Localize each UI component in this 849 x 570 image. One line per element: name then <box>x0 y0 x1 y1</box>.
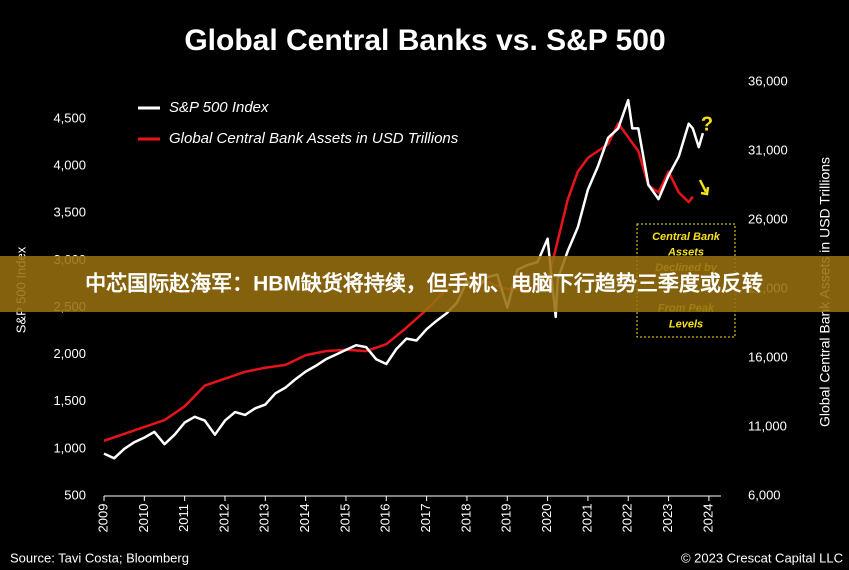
legend-label: Global Central Bank Assets in USD Trilli… <box>169 130 459 147</box>
overlay-banner: 中芯国际赵海军：HBM缺货将持续，但手机、电脑下行趋势三季度或反转 <box>85 272 763 296</box>
x-tick-label: 2013 <box>257 504 272 533</box>
y-tick-label: 4,500 <box>53 110 86 125</box>
y2-tick-label: 31,000 <box>748 142 788 157</box>
annotation-line: Assets <box>667 246 704 258</box>
y-tick-label: 4,000 <box>53 158 86 173</box>
y2-tick-label: 11,000 <box>748 418 787 433</box>
question-mark: ? <box>701 113 713 135</box>
series-line <box>103 98 705 460</box>
y-tick-label: 500 <box>64 487 86 502</box>
x-tick-label: 2012 <box>216 504 231 533</box>
x-tick-label: 2024 <box>700 504 715 533</box>
annotation-line: Central Bank <box>652 231 721 243</box>
plot-area: 2009 2010 2011 2012 2013 2014 2015 2016 2017 2018… <box>53 73 787 532</box>
x-tick-label: 2019 <box>499 504 514 533</box>
x-tick-label: 2023 <box>660 504 675 533</box>
x-tick-label: 2020 <box>539 504 554 533</box>
y-tick-label: 1,500 <box>53 393 86 408</box>
legend-label: S&P 500 Index <box>169 99 269 116</box>
y2-tick-label: 26,000 <box>748 211 788 226</box>
overlay-banner-bg <box>0 256 849 312</box>
annotation-line: Levels <box>669 318 703 330</box>
x-tick-label: 2010 <box>136 504 151 533</box>
x-tick-label: 2017 <box>418 504 433 533</box>
source: Source: Tavi Costa; Bloomberg <box>10 550 189 565</box>
x-tick-label: 2018 <box>458 504 473 533</box>
x-tick-label: 2016 <box>378 504 393 533</box>
chart-title: Global Central Banks vs. S&P 500 <box>184 24 665 57</box>
legend: S&P 500 Index Global Central Bank Assets … <box>138 99 459 147</box>
x-tick-label: 2015 <box>337 504 352 533</box>
y-tick-label: 2,000 <box>53 346 86 361</box>
x-tick-label: 2009 <box>95 504 110 533</box>
copyright: © 2023 Crescat Capital LLC <box>681 550 843 565</box>
x-tick-label: 2022 <box>620 504 635 533</box>
y2-tick-label: 6,000 <box>748 487 781 502</box>
x-tick-label: 2011 <box>176 504 191 532</box>
y-tick-label: 1,000 <box>53 440 86 455</box>
y2-tick-label: 16,000 <box>748 349 788 364</box>
arrow <box>698 179 710 196</box>
x-tick-label: 2021 <box>579 504 594 533</box>
x-tick-label: 2014 <box>297 504 312 533</box>
y-tick-label: 3,500 <box>53 205 86 220</box>
y2-tick-label: 36,000 <box>748 73 788 88</box>
